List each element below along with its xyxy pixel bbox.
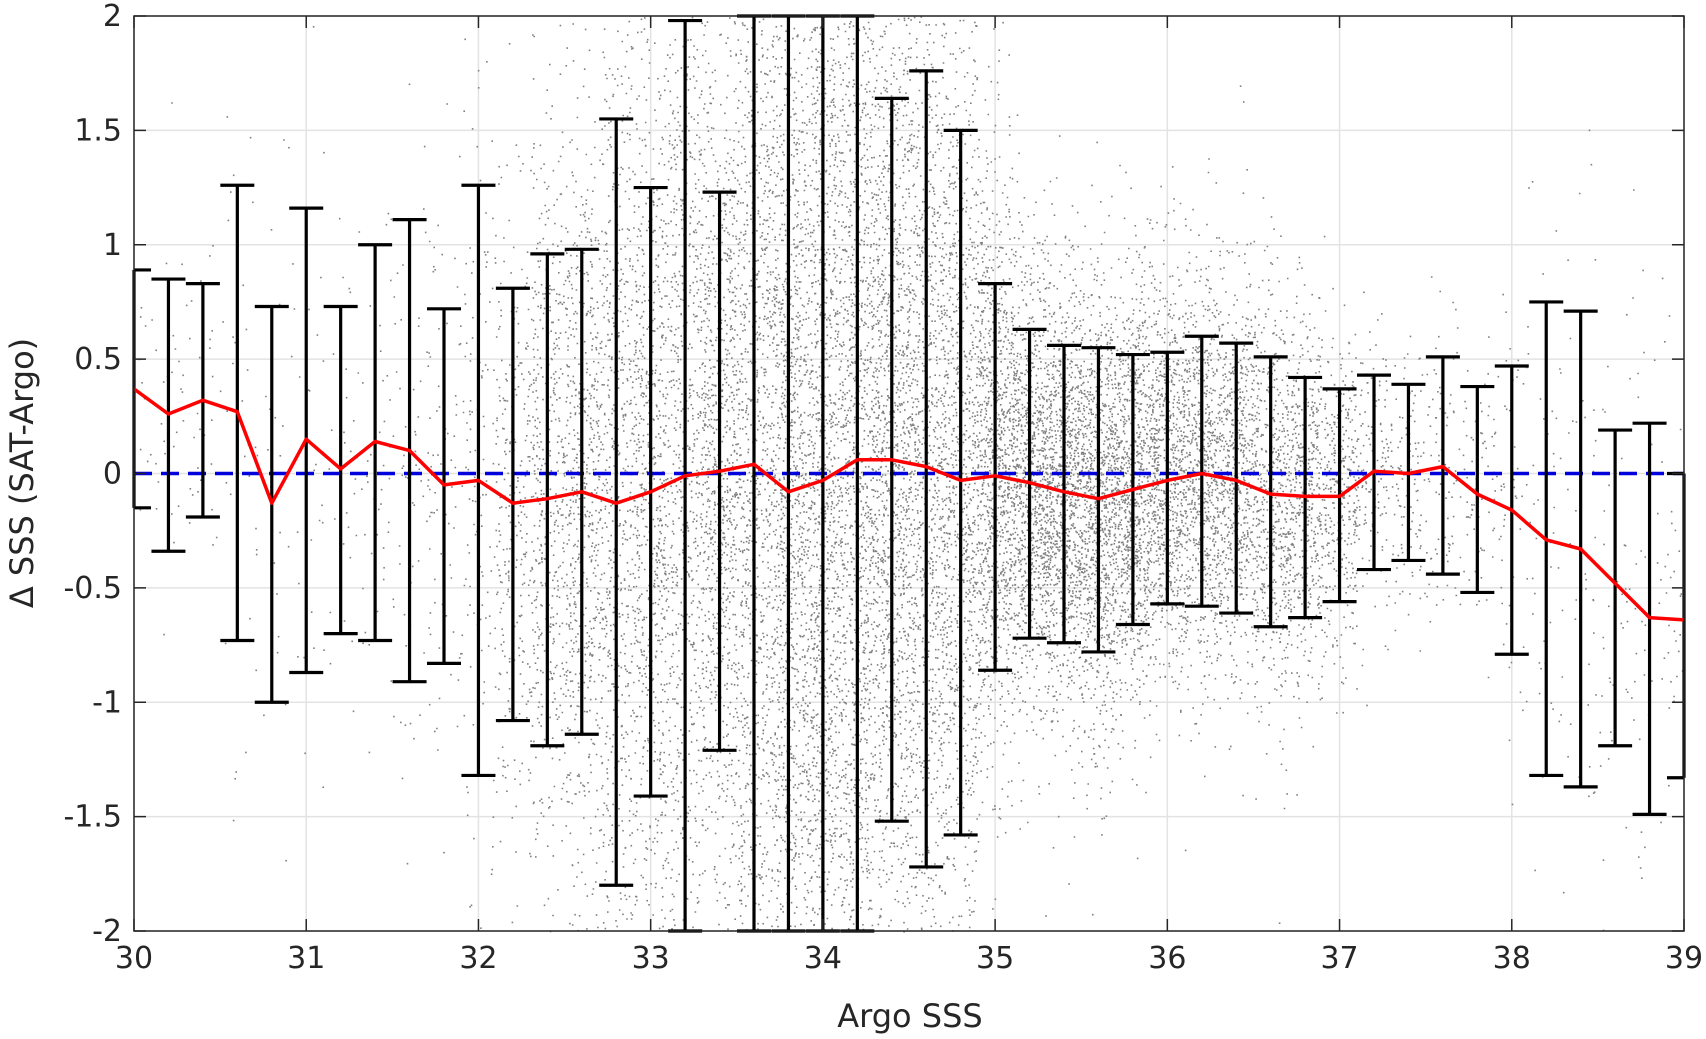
y-tick-label: -1: [92, 685, 122, 720]
error-bar: [1598, 428, 1633, 748]
error-bar: [909, 69, 944, 869]
mean-bias-line: [132, 387, 1685, 622]
x-tick-label: 34: [804, 941, 842, 976]
error-bar: [1184, 334, 1219, 608]
y-tick-label: 1.5: [74, 113, 122, 148]
y-tick-label: 0.5: [74, 342, 122, 377]
y-tick-label: -0.5: [63, 571, 122, 606]
y-tick-label: 2: [103, 0, 122, 34]
y-tick-label: 1: [103, 228, 122, 263]
x-tick-label: 37: [1320, 941, 1358, 976]
y-axis-label: Δ SSS (SAT-Argo): [3, 338, 41, 608]
x-tick-label: 39: [1665, 941, 1703, 976]
mean-line-layer: [132, 387, 1685, 622]
x-tick-label: 38: [1493, 941, 1531, 976]
x-tick-label: 31: [287, 941, 325, 976]
error-bar: [1219, 341, 1254, 615]
y-tick-label: -2: [92, 914, 122, 949]
error-bar: [943, 128, 978, 837]
ticks-layer: 30 31 32 33 34 35 36 37 38 39 -2 -1.5 -1 -0.5 0 0.5 1 1.5…: [63, 0, 1703, 976]
y-tick-label: -1.5: [63, 800, 122, 835]
error-bar: [1047, 343, 1081, 645]
x-tick-label: 35: [976, 941, 1014, 976]
error-bar: [1253, 355, 1288, 629]
x-tick-label: 36: [1148, 941, 1186, 976]
y-tick-label: 0: [103, 457, 122, 492]
error-bar: [1460, 384, 1495, 595]
x-tick-label: 32: [459, 941, 497, 976]
error-bar: [1150, 350, 1185, 606]
x-tick-label: 30: [115, 941, 153, 976]
x-axis-label: Argo SSS: [837, 997, 982, 1035]
x-tick-label: 33: [632, 941, 670, 976]
